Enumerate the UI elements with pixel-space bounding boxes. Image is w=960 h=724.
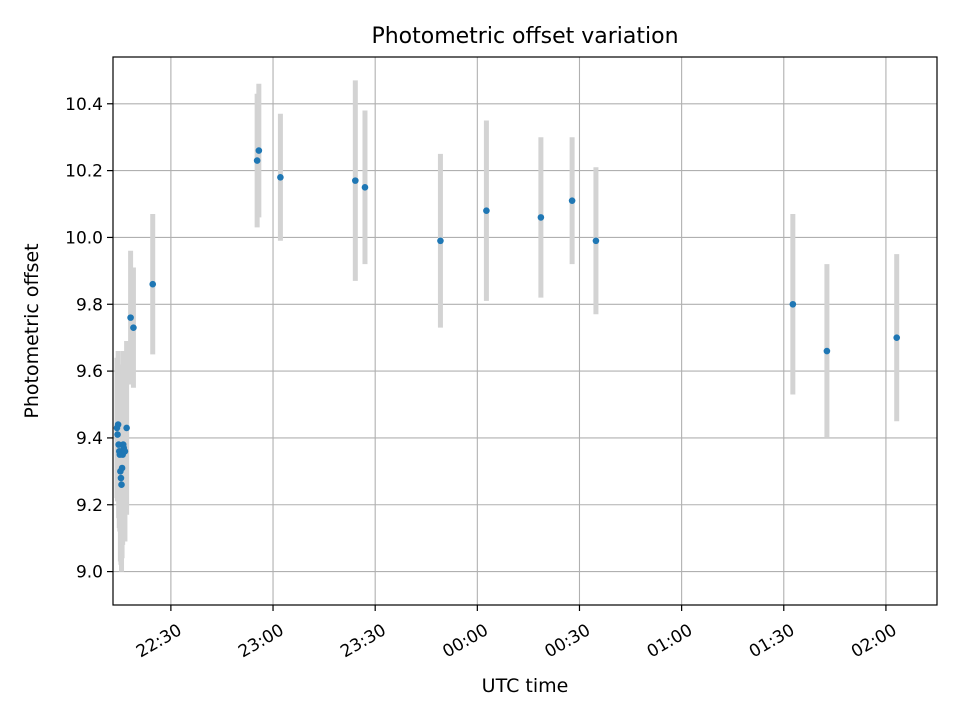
data-point xyxy=(893,334,901,341)
data-point xyxy=(118,464,126,472)
data-point xyxy=(592,237,600,245)
x-axis-label: UTC time xyxy=(482,675,569,697)
plot-frame xyxy=(112,56,938,606)
data-point xyxy=(823,347,831,355)
y-tick-label: 9.4 xyxy=(76,429,103,449)
y-tick-label: 10.2 xyxy=(65,162,103,182)
y-tick-label: 10.0 xyxy=(65,228,103,248)
data-point xyxy=(537,214,545,221)
y-tick-label: 9.2 xyxy=(76,496,103,516)
data-point xyxy=(121,447,129,455)
grid-layer xyxy=(113,57,937,605)
data-point xyxy=(114,431,121,438)
y-tick-label: 9.0 xyxy=(76,563,103,583)
data-point xyxy=(789,300,797,308)
data-point xyxy=(127,314,134,321)
y-tick-label: 9.6 xyxy=(76,362,103,382)
data-point xyxy=(352,177,359,184)
data-point xyxy=(253,157,261,164)
plot-area xyxy=(113,57,937,605)
y-tick-label: 9.8 xyxy=(76,295,103,315)
data-point xyxy=(149,280,157,288)
data-point xyxy=(255,147,263,154)
data-point xyxy=(114,421,122,428)
y-axis-label: Photometric offset xyxy=(21,243,43,418)
chart-title: Photometric offset variation xyxy=(371,24,678,49)
point-layer xyxy=(113,147,901,489)
data-point xyxy=(123,424,130,432)
data-point xyxy=(130,324,137,331)
data-point xyxy=(483,207,490,215)
y-tick-label: 10.4 xyxy=(65,95,103,115)
data-point xyxy=(117,474,125,482)
data-point xyxy=(115,441,122,448)
data-point xyxy=(118,481,125,489)
data-point xyxy=(568,197,576,204)
data-point xyxy=(437,237,444,245)
data-point xyxy=(361,184,369,191)
data-point xyxy=(277,173,284,181)
